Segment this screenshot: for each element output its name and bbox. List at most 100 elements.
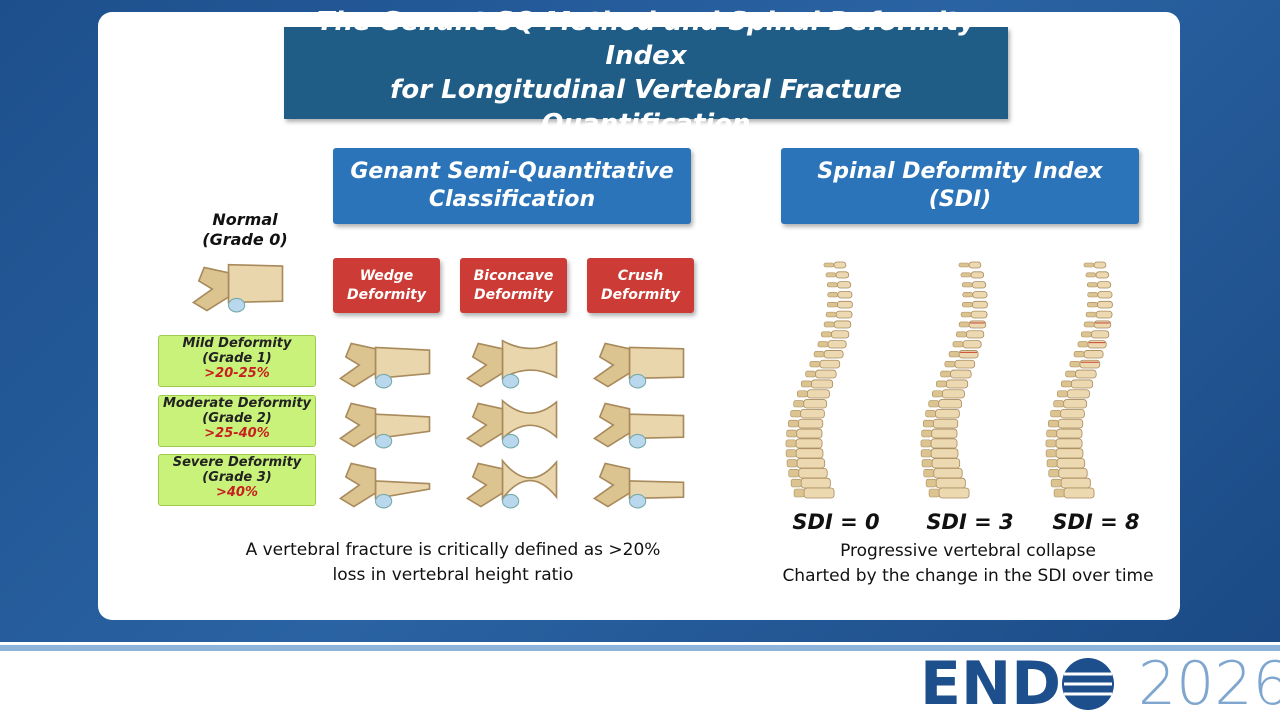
spine-process — [823, 262, 835, 268]
spine-process — [1053, 400, 1064, 408]
column-label: Wedge Deformity — [333, 258, 440, 313]
normal-label: Normal (Grade 0) — [190, 210, 300, 250]
spine-vertebra — [1063, 399, 1088, 409]
spine-vertebra — [830, 330, 850, 339]
spine-vertebra — [837, 291, 853, 299]
spine-vertebra — [803, 487, 835, 499]
vertebra-disc — [501, 493, 520, 509]
spine-vertebra — [1057, 418, 1084, 429]
spine-vertebra — [1060, 408, 1085, 419]
spine-process — [923, 469, 935, 478]
spine-process — [928, 488, 940, 498]
vertebra — [592, 342, 685, 389]
spine-process — [817, 341, 829, 348]
vertebra — [465, 339, 558, 389]
grade-number: (Grade 1) — [202, 351, 272, 366]
spine-vertebra — [800, 408, 825, 419]
spine-process — [1083, 321, 1095, 328]
spine-vertebra — [1075, 369, 1097, 379]
grade-box: Moderate Deformity (Grade 2) >25-40% — [158, 395, 316, 447]
spine-vertebra — [931, 428, 958, 439]
spine-process — [1083, 262, 1095, 268]
spine-vertebra — [972, 291, 988, 299]
spine-vertebra — [1096, 300, 1113, 309]
spine-process — [1061, 380, 1072, 388]
spine-process — [1087, 302, 1098, 308]
spine-vertebra — [933, 467, 963, 479]
vertebra-disc — [374, 433, 393, 449]
spine-vertebra — [968, 261, 982, 269]
spine-vertebra — [833, 320, 852, 329]
heading-line: (SDI) — [928, 187, 992, 212]
vertebra-body — [227, 263, 284, 304]
spine-process — [1056, 390, 1068, 398]
spine-vertebra — [823, 350, 844, 359]
spine-vertebra — [1056, 458, 1086, 469]
spine-process — [962, 292, 974, 298]
vertebra — [338, 462, 431, 509]
vertebra-body — [374, 346, 431, 380]
vertebra-body — [501, 458, 558, 501]
spine-vertebra — [796, 458, 826, 469]
spine-process — [1046, 429, 1057, 438]
vertebra-disc — [628, 373, 647, 389]
spine-process — [1081, 331, 1092, 338]
stripe — [0, 645, 1280, 651]
spine-process — [1085, 311, 1097, 318]
spine-process — [1085, 272, 1097, 278]
spine-process — [1073, 351, 1085, 358]
vertebra-arch — [191, 266, 230, 312]
spine-process — [825, 311, 837, 318]
spine-vertebra — [970, 271, 985, 279]
spine-process — [1050, 478, 1062, 488]
spine-process — [821, 331, 832, 338]
spine-vertebra — [1095, 271, 1110, 279]
spine-vertebra — [1093, 320, 1112, 329]
vertebra-arch — [592, 342, 631, 388]
title-line: The Genant SQ Method and Spinal Deformit… — [316, 7, 976, 71]
spine-vertebra — [1056, 428, 1083, 439]
spine-process — [1069, 360, 1081, 368]
vertebra-body — [501, 339, 558, 380]
spine-vertebra — [795, 448, 824, 459]
spine-process — [921, 459, 933, 468]
spine-process — [813, 351, 825, 358]
vertebra-arch — [338, 342, 377, 388]
spine-vertebra — [1096, 281, 1112, 289]
spine-vertebra — [827, 340, 847, 349]
spine-vertebra — [1055, 448, 1084, 459]
spine-vertebra — [930, 438, 958, 449]
spine-vertebra — [836, 281, 852, 289]
spine-vertebra — [1097, 291, 1113, 299]
spine-vertebra — [815, 369, 837, 379]
sdi-label: SDI = 8 — [1052, 510, 1140, 534]
spine-vertebra — [1055, 438, 1083, 449]
spine-vertebra — [797, 418, 824, 429]
spine-process — [786, 459, 798, 468]
spine-vertebra — [806, 389, 830, 399]
spine-vertebra — [971, 300, 988, 309]
vertebra-disc — [374, 493, 393, 509]
heading-line: Classification — [428, 187, 596, 212]
spine-vertebra — [931, 458, 961, 469]
grade-number: (Grade 3) — [202, 470, 272, 485]
spine-process — [928, 400, 939, 408]
spine-process — [958, 321, 970, 328]
column-line: Deformity — [601, 286, 680, 303]
spine-vertebra — [1058, 467, 1088, 479]
spine-vertebra — [795, 438, 823, 449]
spine-process — [787, 419, 799, 428]
spine-vertebra — [938, 399, 963, 409]
spine-process — [827, 302, 838, 308]
grade-name: Moderate Deformity — [162, 396, 312, 411]
spine-process — [793, 400, 804, 408]
spine-process — [920, 449, 932, 458]
spine-process — [827, 292, 839, 298]
spine-vertebra — [800, 477, 831, 489]
spine-vertebra — [835, 310, 853, 319]
spine-vertebra — [941, 389, 965, 399]
spine-process — [961, 282, 973, 288]
vertebra-arch — [338, 462, 377, 508]
